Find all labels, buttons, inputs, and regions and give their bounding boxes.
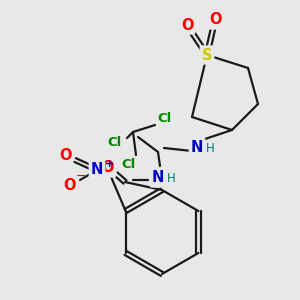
Text: O: O <box>59 148 71 163</box>
Text: N: N <box>191 140 203 154</box>
Text: N: N <box>152 170 164 185</box>
Text: +: + <box>104 159 114 169</box>
Text: Cl: Cl <box>121 158 135 172</box>
Text: O: O <box>181 17 193 32</box>
Text: O: O <box>102 160 114 175</box>
Text: Cl: Cl <box>158 112 172 124</box>
Text: −: − <box>76 169 86 182</box>
Text: H: H <box>167 172 176 185</box>
Text: O: O <box>64 178 76 193</box>
Text: O: O <box>209 13 221 28</box>
Text: Cl: Cl <box>108 136 122 148</box>
Text: S: S <box>202 47 212 62</box>
Text: H: H <box>206 142 214 154</box>
Text: N: N <box>91 163 103 178</box>
